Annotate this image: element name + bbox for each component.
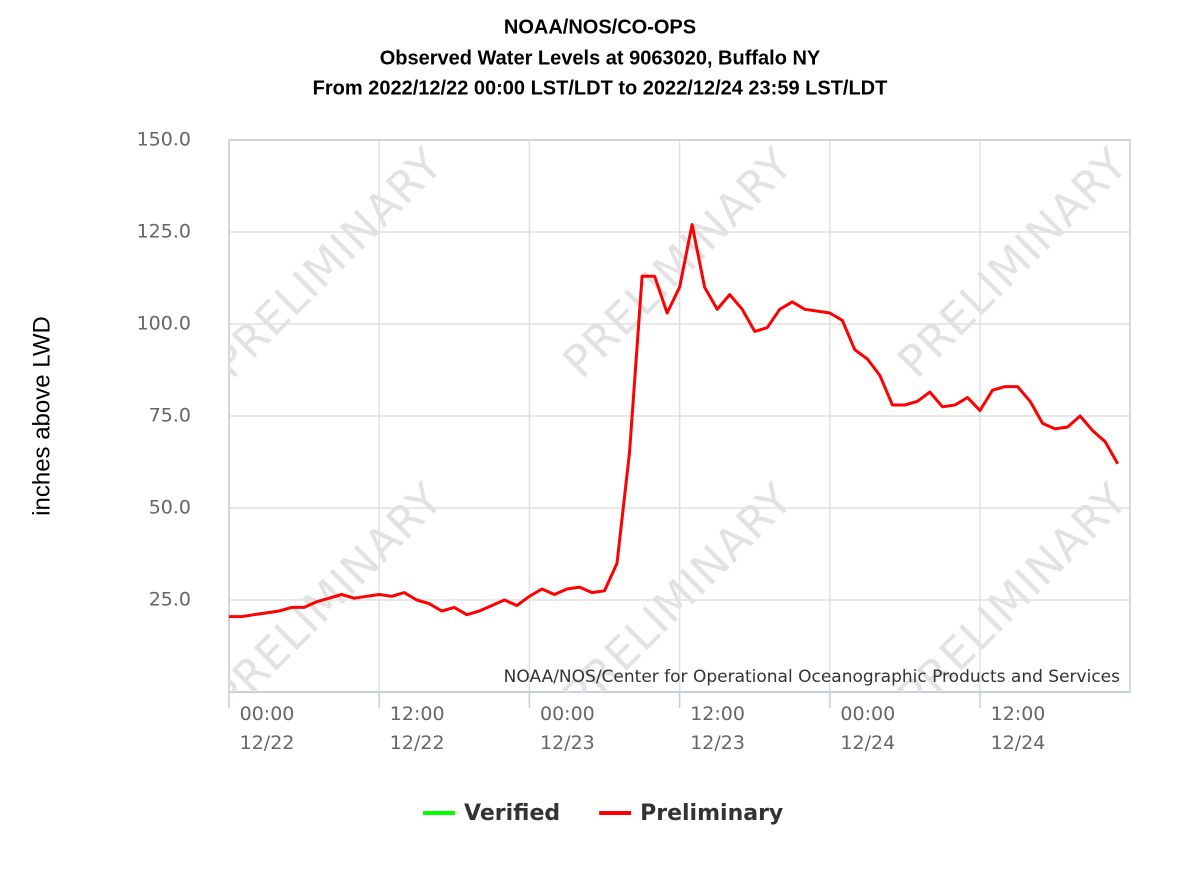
y-tick-label: 25.0 bbox=[149, 589, 191, 611]
x-tick-label: 12:00 12/23 bbox=[690, 703, 745, 754]
y-tick-label: 75.0 bbox=[149, 405, 191, 427]
x-tick-label: 12:00 12/24 bbox=[990, 703, 1046, 754]
y-tick-label: 150.0 bbox=[137, 129, 191, 151]
title-line: Observed Water Levels at 9063020, Buffal… bbox=[380, 47, 821, 69]
legend-label: Verified bbox=[464, 801, 560, 826]
watermark: PRELIMINARY bbox=[553, 138, 803, 388]
watermark: PRELIMINARY bbox=[888, 138, 1138, 388]
y-tick-label: 125.0 bbox=[137, 221, 191, 243]
y-tick-label: 50.0 bbox=[149, 497, 191, 519]
y-tick-label: 100.0 bbox=[137, 313, 191, 335]
title-line: NOAA/NOS/CO-OPS bbox=[504, 16, 696, 38]
y-axis-label: inches above LWD bbox=[28, 316, 55, 516]
watermark: PRELIMINARY bbox=[203, 138, 453, 388]
x-tick-label: 00:00 12/24 bbox=[840, 703, 896, 754]
watermarks: PRELIMINARY PRELIMINARY PRELIMINARYPRELIMI… bbox=[203, 138, 1138, 692]
credit: NOAA/NOS/Center for Operational Oceanogr… bbox=[504, 667, 1120, 687]
x-tick-label: 12:00 12/22 bbox=[389, 703, 445, 754]
title-line: From 2022/12/22 00:00 LST/LDT to 2022/12… bbox=[313, 77, 888, 99]
x-tick-label: 00:00 12/22 bbox=[239, 703, 295, 754]
x-tick-label: 00:00 12/23 bbox=[540, 703, 595, 754]
legend-label: Preliminary bbox=[640, 801, 783, 826]
data-line bbox=[229, 223, 1120, 619]
